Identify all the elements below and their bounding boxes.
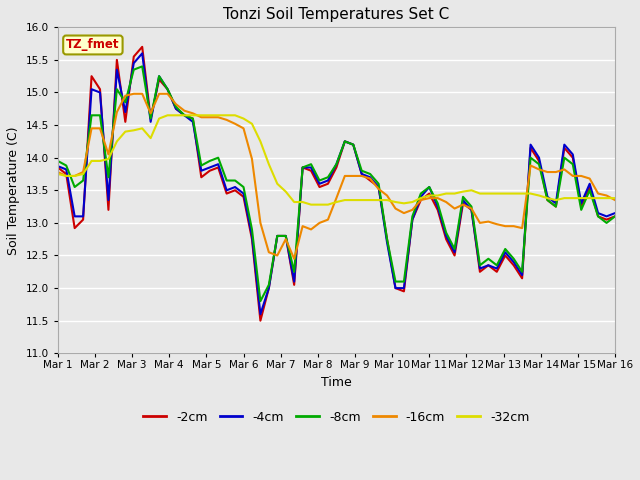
-16cm bbox=[122, 93, 129, 98]
-32cm bbox=[493, 191, 500, 196]
-8cm bbox=[324, 174, 332, 180]
Line: -16cm: -16cm bbox=[58, 94, 615, 259]
-2cm bbox=[54, 165, 61, 170]
-4cm bbox=[493, 265, 500, 271]
-16cm bbox=[96, 125, 104, 131]
-32cm bbox=[122, 129, 129, 134]
Title: Tonzi Soil Temperatures Set C: Tonzi Soil Temperatures Set C bbox=[223, 7, 449, 22]
-8cm bbox=[54, 158, 61, 164]
-16cm bbox=[291, 256, 298, 262]
-8cm bbox=[96, 112, 104, 118]
-4cm bbox=[611, 210, 619, 216]
-4cm bbox=[324, 178, 332, 183]
-32cm bbox=[96, 158, 104, 164]
-8cm bbox=[257, 298, 264, 304]
-4cm bbox=[257, 312, 264, 317]
-4cm bbox=[122, 109, 129, 115]
-32cm bbox=[307, 202, 315, 207]
-2cm bbox=[324, 181, 332, 187]
-32cm bbox=[577, 195, 585, 201]
-16cm bbox=[299, 223, 307, 229]
-2cm bbox=[96, 86, 104, 92]
-16cm bbox=[493, 221, 500, 227]
Line: -32cm: -32cm bbox=[58, 115, 615, 204]
-2cm bbox=[299, 165, 307, 170]
-8cm bbox=[611, 214, 619, 219]
-8cm bbox=[138, 63, 146, 69]
-16cm bbox=[324, 217, 332, 223]
-32cm bbox=[611, 195, 619, 201]
-2cm bbox=[493, 269, 500, 275]
-32cm bbox=[291, 199, 298, 205]
-2cm bbox=[138, 44, 146, 50]
-8cm bbox=[122, 99, 129, 105]
-2cm bbox=[577, 204, 585, 209]
-4cm bbox=[54, 163, 61, 169]
-16cm bbox=[577, 173, 585, 179]
Line: -2cm: -2cm bbox=[58, 47, 615, 321]
-4cm bbox=[577, 201, 585, 206]
-4cm bbox=[138, 50, 146, 56]
-32cm bbox=[54, 171, 61, 177]
Line: -4cm: -4cm bbox=[58, 53, 615, 314]
Text: TZ_fmet: TZ_fmet bbox=[66, 38, 120, 51]
-32cm bbox=[324, 202, 332, 207]
-16cm bbox=[54, 169, 61, 175]
-4cm bbox=[96, 90, 104, 96]
-2cm bbox=[122, 119, 129, 125]
Line: -8cm: -8cm bbox=[58, 66, 615, 301]
-2cm bbox=[611, 214, 619, 219]
-16cm bbox=[611, 197, 619, 203]
-2cm bbox=[257, 318, 264, 324]
-32cm bbox=[164, 112, 172, 118]
X-axis label: Time: Time bbox=[321, 376, 352, 389]
-4cm bbox=[299, 165, 307, 170]
-8cm bbox=[577, 207, 585, 213]
-16cm bbox=[130, 91, 138, 96]
Y-axis label: Soil Temperature (C): Soil Temperature (C) bbox=[7, 126, 20, 254]
-8cm bbox=[493, 263, 500, 268]
Legend: -2cm, -4cm, -8cm, -16cm, -32cm: -2cm, -4cm, -8cm, -16cm, -32cm bbox=[138, 406, 534, 429]
-8cm bbox=[299, 165, 307, 170]
